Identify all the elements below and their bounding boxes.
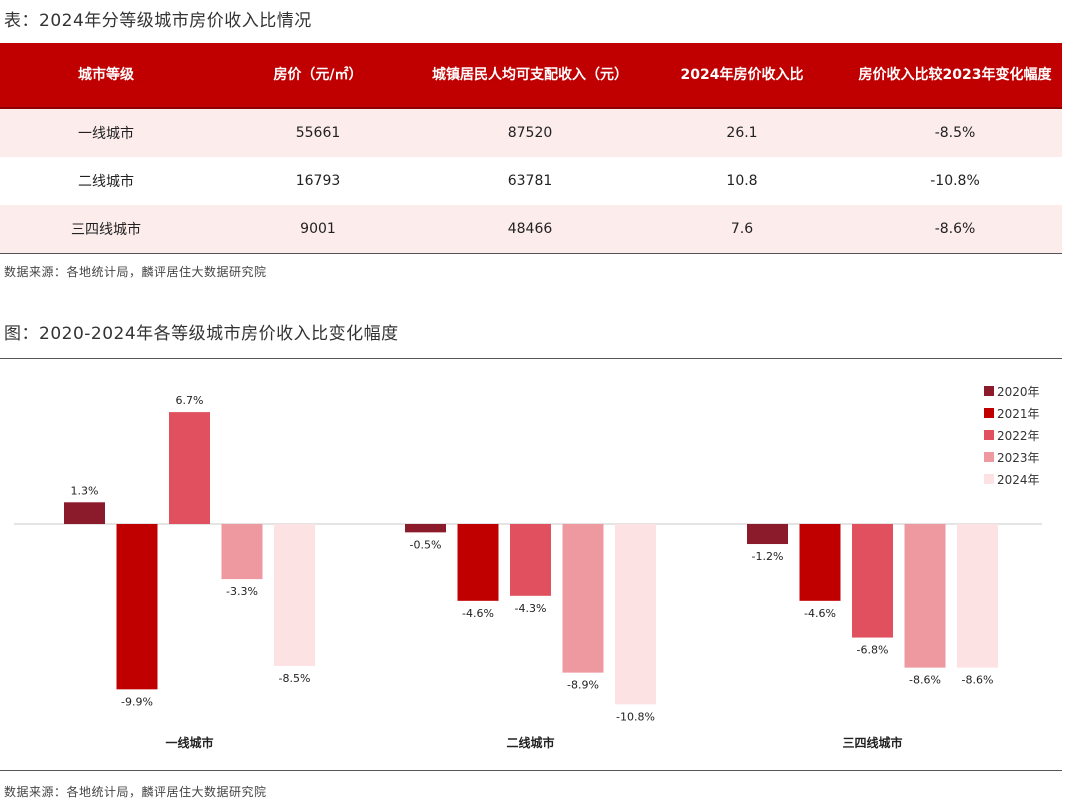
legend-label: 2023年	[997, 450, 1040, 465]
bar	[799, 524, 841, 601]
legend-item: 2024年	[984, 468, 1040, 490]
table-header-row: 城市等级 房价（元/㎡） 城镇居民人均可支配收入（元） 2024年房价收入比 房…	[0, 43, 1062, 109]
cell-income: 87520	[424, 108, 636, 157]
header-ratio-2024: 2024年房价收入比	[636, 43, 848, 109]
cell-income: 48466	[424, 205, 636, 254]
cell-house-price: 55661	[212, 108, 424, 157]
legend-swatch	[984, 452, 994, 462]
legend-swatch	[984, 408, 994, 418]
cell-change: -8.5%	[848, 108, 1062, 157]
bar-value-label: -1.2%	[752, 550, 784, 563]
bar-value-label: -9.9%	[121, 695, 153, 708]
bar	[510, 524, 551, 596]
legend-label: 2022年	[997, 428, 1040, 443]
legend-label: 2024年	[997, 472, 1040, 487]
header-house-price: 房价（元/㎡）	[212, 43, 424, 109]
bar	[852, 524, 893, 638]
bar	[221, 524, 263, 580]
bar-value-label: -8.6%	[909, 674, 941, 687]
cell-ratio: 7.6	[636, 205, 848, 254]
cell-ratio: 10.8	[636, 157, 848, 205]
bar	[957, 524, 998, 668]
bar	[116, 524, 158, 690]
bar	[64, 502, 105, 524]
chart-source-note: 数据来源：各地统计局，麟评居住大数据研究院	[4, 785, 267, 799]
legend-label: 2020年	[997, 384, 1040, 399]
header-city-level: 城市等级	[0, 43, 212, 109]
legend-swatch	[984, 474, 994, 484]
category-label: 三四线城市	[842, 735, 902, 750]
chart-bottom-divider	[0, 770, 1062, 771]
bar	[405, 524, 446, 533]
table-source-note: 数据来源：各地统计局，麟评居住大数据研究院	[4, 265, 267, 279]
cell-house-price: 16793	[212, 157, 424, 205]
bar	[274, 524, 315, 666]
legend-item: 2020年	[984, 380, 1040, 402]
bar	[457, 524, 499, 601]
table-title: 表：2024年分等级城市房价收入比情况	[4, 11, 312, 31]
legend-item: 2022年	[984, 424, 1040, 446]
bar-value-label: -6.8%	[857, 644, 889, 657]
table-row: 一线城市 55661 87520 26.1 -8.5%	[0, 108, 1062, 157]
bar-value-label: 6.7%	[176, 394, 204, 407]
bar	[615, 524, 656, 705]
legend-swatch	[984, 430, 994, 440]
cell-city-level: 三四线城市	[0, 205, 212, 254]
bar-value-label: -8.6%	[962, 674, 994, 687]
cell-city-level: 二线城市	[0, 157, 212, 205]
cell-income: 63781	[424, 157, 636, 205]
bar	[747, 524, 788, 545]
legend-item: 2021年	[984, 402, 1040, 424]
header-change-vs-2023: 房价收入比较2023年变化幅度	[848, 43, 1062, 109]
bar-value-label: -4.6%	[804, 607, 836, 620]
cell-change: -8.6%	[848, 205, 1062, 254]
bar-value-label: -0.5%	[410, 538, 442, 551]
bar-value-label: -4.3%	[515, 602, 547, 615]
cell-city-level: 一线城市	[0, 108, 212, 157]
bar-chart: 1.3% -0.5% -1.2% -9.9% -4.6% -4.6% 6.7% -4.3% -6…	[14, 394, 1042, 750]
price-income-table: 城市等级 房价（元/㎡） 城镇居民人均可支配收入（元） 2024年房价收入比 房…	[0, 43, 1062, 254]
category-label: 二线城市	[506, 735, 554, 750]
bar-value-label: -4.6%	[462, 607, 494, 620]
header-disposable-income: 城镇居民人均可支配收入（元）	[424, 43, 636, 109]
bar-value-label: 1.3%	[71, 484, 99, 497]
chart-title: 图：2020-2024年各等级城市房价收入比变化幅度	[4, 324, 399, 344]
bar-value-label: -8.5%	[279, 672, 311, 685]
chart-top-divider	[0, 358, 1062, 359]
bar-value-label: -3.3%	[226, 585, 258, 598]
cell-change: -10.8%	[848, 157, 1062, 205]
cell-ratio: 26.1	[636, 108, 848, 157]
bar	[904, 524, 946, 668]
legend-label: 2021年	[997, 406, 1040, 421]
bar-value-label: -10.8%	[616, 710, 655, 723]
table-row: 三四线城市 9001 48466 7.6 -8.6%	[0, 205, 1062, 254]
legend-swatch	[984, 386, 994, 396]
table-row: 二线城市 16793 63781 10.8 -10.8%	[0, 157, 1062, 205]
bar-value-label: -8.9%	[567, 679, 599, 692]
category-label: 一线城市	[165, 735, 213, 750]
cell-house-price: 9001	[212, 205, 424, 254]
chart-legend: 2020年 2021年 2022年 2023年 2024年	[984, 380, 1040, 490]
bar	[562, 524, 604, 673]
legend-item: 2023年	[984, 446, 1040, 468]
bar	[169, 412, 210, 524]
